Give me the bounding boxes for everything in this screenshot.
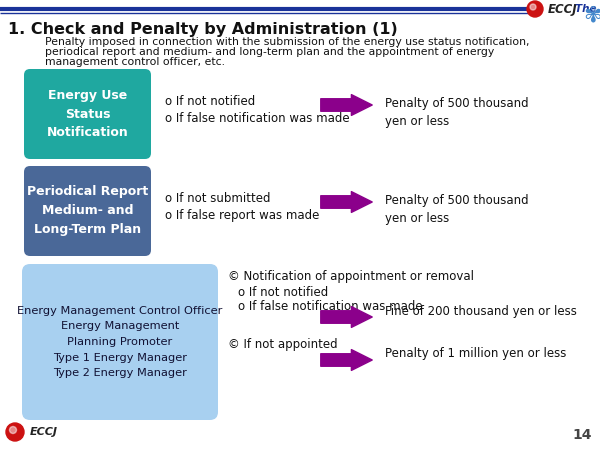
Text: o If not submitted: o If not submitted: [165, 192, 271, 205]
Text: o If false notification was made: o If false notification was made: [238, 300, 422, 313]
Text: ✾: ✾: [584, 5, 600, 25]
Text: Periodical Report
Medium- and
Long-Term Plan: Periodical Report Medium- and Long-Term …: [27, 185, 148, 237]
Text: The Energy Conservation Center Japan: The Energy Conservation Center Japan: [575, 4, 600, 14]
Text: 14: 14: [572, 428, 592, 442]
Text: Fine of 200 thousand yen or less: Fine of 200 thousand yen or less: [385, 305, 577, 318]
Text: o If not notified: o If not notified: [165, 95, 255, 108]
Text: o If not notified: o If not notified: [238, 286, 328, 299]
Text: management control officer, etc.: management control officer, etc.: [45, 57, 225, 67]
Circle shape: [527, 1, 543, 17]
FancyArrowPatch shape: [321, 192, 372, 212]
FancyBboxPatch shape: [24, 166, 151, 256]
Text: Penalty of 500 thousand
yen or less: Penalty of 500 thousand yen or less: [385, 194, 529, 225]
Text: Penalty imposed in connection with the submission of the energy use status notif: Penalty imposed in connection with the s…: [45, 37, 530, 47]
Text: ECCJ: ECCJ: [30, 427, 58, 437]
Text: o If false report was made: o If false report was made: [165, 209, 319, 222]
FancyArrowPatch shape: [321, 94, 372, 115]
Circle shape: [10, 427, 17, 433]
Text: Energy Management Control Officer
Energy Management
Planning Promoter
Type 1 Ene: Energy Management Control Officer Energy…: [17, 306, 223, 378]
FancyArrowPatch shape: [321, 306, 372, 328]
Text: periodical report and medium- and long-term plan and the appointment of energy: periodical report and medium- and long-t…: [45, 47, 494, 57]
FancyBboxPatch shape: [22, 264, 218, 420]
Text: ECCJ: ECCJ: [548, 3, 578, 15]
Text: Penalty of 500 thousand
yen or less: Penalty of 500 thousand yen or less: [385, 97, 529, 128]
Circle shape: [6, 423, 24, 441]
FancyBboxPatch shape: [24, 69, 151, 159]
Circle shape: [530, 4, 536, 10]
Text: © Notification of appointment or removal: © Notification of appointment or removal: [228, 270, 474, 283]
Text: Penalty of 1 million yen or less: Penalty of 1 million yen or less: [385, 347, 566, 360]
FancyArrowPatch shape: [321, 350, 372, 370]
Text: © If not appointed: © If not appointed: [228, 338, 338, 351]
Text: o If false notification was made: o If false notification was made: [165, 112, 350, 125]
Text: 1. Check and Penalty by Administration (1): 1. Check and Penalty by Administration (…: [8, 22, 398, 37]
Text: Energy Use
Status
Notification: Energy Use Status Notification: [47, 89, 128, 140]
